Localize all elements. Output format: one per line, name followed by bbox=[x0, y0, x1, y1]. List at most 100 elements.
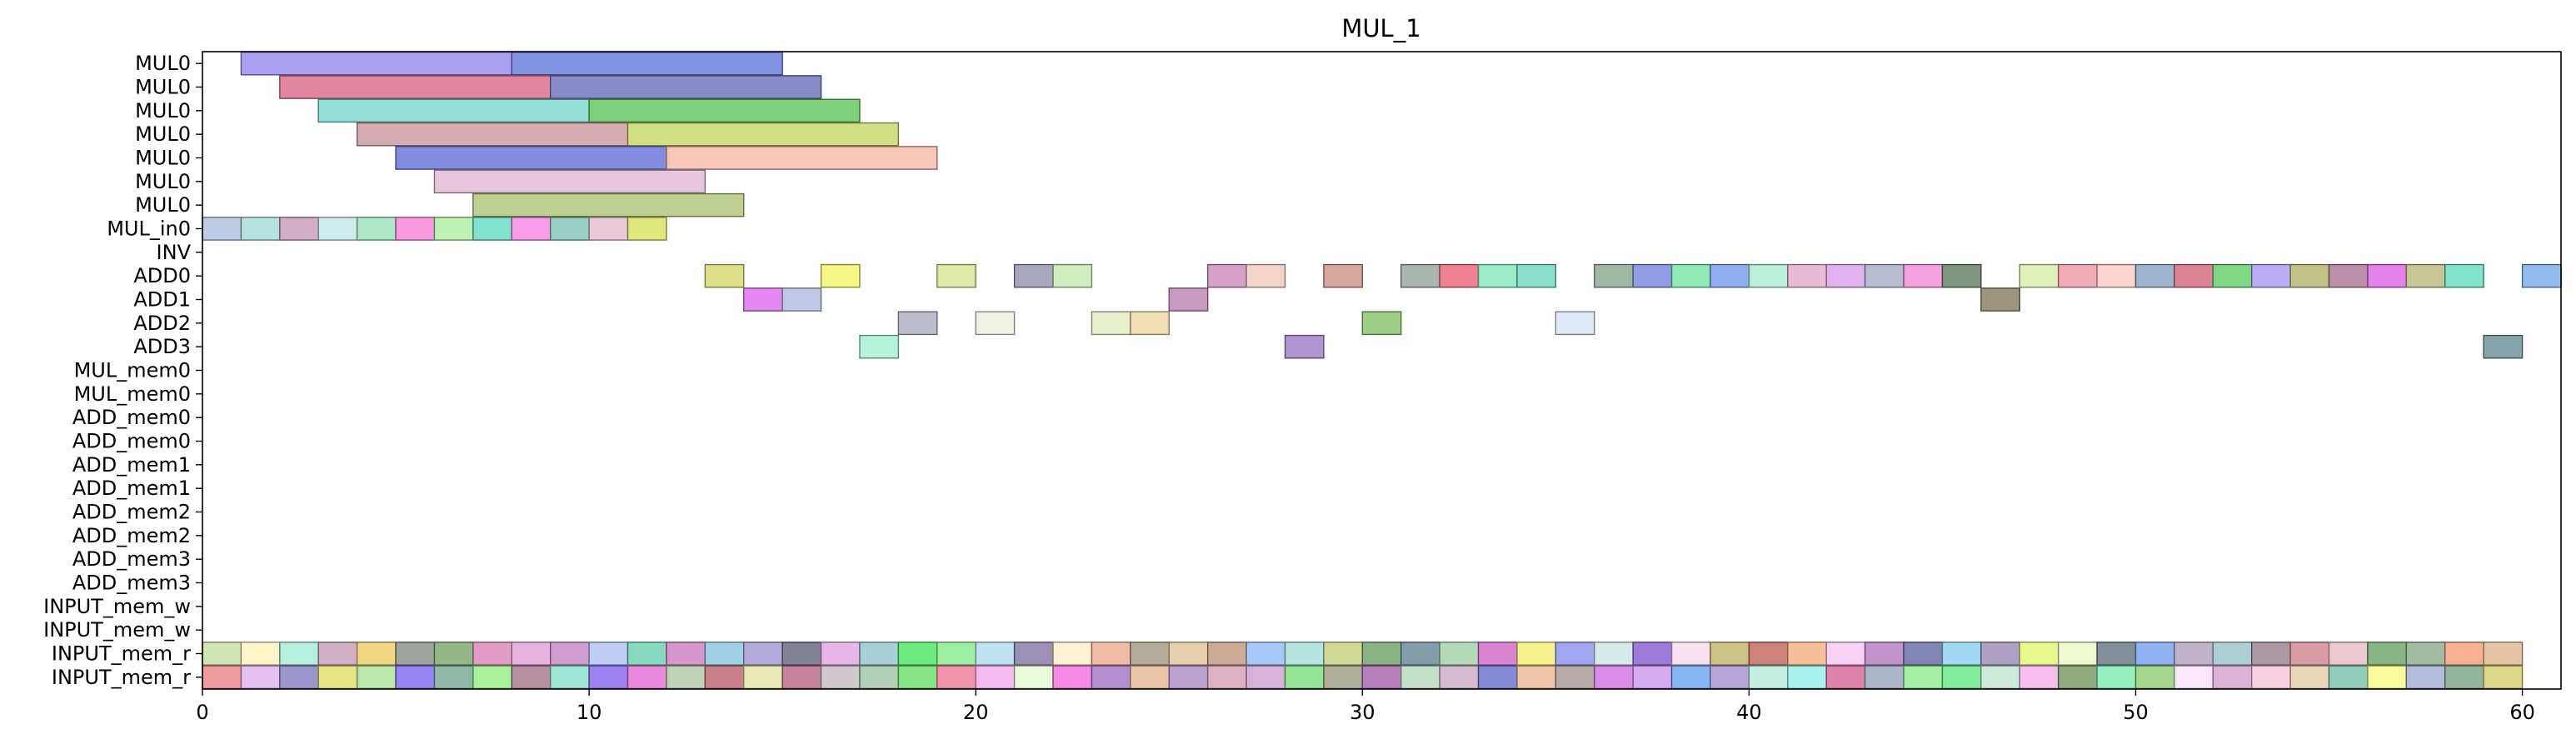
task-bar bbox=[1052, 665, 1093, 690]
task-bar bbox=[1864, 642, 1905, 666]
task-bar bbox=[1632, 642, 1673, 666]
task-bar bbox=[2096, 263, 2137, 288]
task-bar bbox=[1748, 642, 1789, 666]
task-bar bbox=[2251, 665, 2291, 690]
task-bar bbox=[1555, 642, 1595, 666]
task-bar bbox=[511, 665, 552, 690]
task-bar bbox=[936, 665, 976, 690]
y-tick-label: ADD_mem3 bbox=[72, 572, 191, 595]
task-bar bbox=[1284, 334, 1325, 359]
task-bar bbox=[1864, 263, 1905, 288]
task-bar bbox=[2289, 665, 2330, 690]
task-bar bbox=[2444, 665, 2484, 690]
task-bar bbox=[666, 146, 938, 170]
task-bar bbox=[2019, 263, 2059, 288]
task-bar bbox=[781, 665, 822, 690]
task-bar bbox=[433, 217, 474, 241]
task-bar bbox=[2483, 665, 2524, 690]
task-bar bbox=[1439, 263, 1480, 288]
y-tick-label: ADD2 bbox=[133, 312, 191, 335]
task-bar bbox=[627, 642, 667, 666]
y-tick-label: ADD_mem3 bbox=[72, 547, 191, 571]
task-bar bbox=[1748, 665, 1789, 690]
task-bar bbox=[1400, 263, 1440, 288]
task-bar bbox=[704, 263, 745, 288]
y-tick-label: ADD3 bbox=[133, 335, 191, 358]
y-tick-label: ADD_mem0 bbox=[72, 430, 191, 453]
task-bar bbox=[433, 642, 474, 666]
task-bar bbox=[2134, 665, 2175, 690]
task-bar bbox=[1787, 665, 1827, 690]
task-bar bbox=[1361, 311, 1402, 336]
task-bar bbox=[2328, 263, 2369, 288]
task-bar bbox=[1206, 263, 1247, 288]
task-bar bbox=[549, 665, 590, 690]
task-bar bbox=[2134, 263, 2175, 288]
task-bar bbox=[1516, 642, 1557, 666]
task-bar bbox=[588, 642, 629, 666]
task-bar bbox=[2289, 642, 2330, 666]
task-bars bbox=[202, 51, 2562, 690]
task-bar bbox=[433, 169, 706, 194]
task-bar bbox=[1825, 642, 1866, 666]
task-bar bbox=[743, 665, 783, 690]
task-bar bbox=[820, 665, 861, 690]
task-bar bbox=[1710, 263, 1750, 288]
task-bar bbox=[1670, 665, 1711, 690]
task-bar bbox=[1903, 642, 1944, 666]
task-bar bbox=[975, 311, 1016, 336]
y-tick-label: MUL0 bbox=[135, 122, 191, 146]
task-bar bbox=[1130, 642, 1170, 666]
task-bar bbox=[240, 51, 512, 76]
task-bar bbox=[2212, 665, 2253, 690]
y-tick-label: INPUT_mem_r bbox=[52, 642, 191, 666]
task-bar bbox=[2212, 263, 2253, 288]
x-axis: 0 10 20 30 40 50 60 bbox=[196, 689, 2535, 724]
task-bar bbox=[2057, 642, 2098, 666]
task-bar bbox=[395, 217, 436, 241]
task-bar bbox=[1477, 642, 1518, 666]
task-bar bbox=[240, 642, 281, 666]
x-tick-label: 0 bbox=[196, 701, 208, 724]
task-bar bbox=[588, 98, 861, 123]
task-bar bbox=[2251, 642, 2291, 666]
task-bar bbox=[1980, 287, 2020, 312]
task-bar bbox=[2328, 665, 2369, 690]
task-bar bbox=[820, 642, 861, 666]
task-bar bbox=[1710, 665, 1750, 690]
task-bar bbox=[1787, 263, 1827, 288]
task-bar bbox=[1091, 311, 1131, 336]
task-bar bbox=[588, 665, 629, 690]
task-bar bbox=[743, 287, 783, 312]
task-bar bbox=[1825, 665, 1866, 690]
y-tick-label: ADD_mem2 bbox=[72, 501, 191, 524]
task-bar bbox=[2251, 263, 2291, 288]
task-bar bbox=[897, 311, 938, 336]
task-bar bbox=[2367, 642, 2408, 666]
task-bar bbox=[704, 642, 745, 666]
x-tick-label: 20 bbox=[963, 701, 989, 724]
task-bar bbox=[1516, 263, 1557, 288]
task-bar bbox=[202, 217, 242, 241]
task-bar bbox=[1787, 642, 1827, 666]
task-bar bbox=[1594, 665, 1634, 690]
task-bar bbox=[2019, 665, 2059, 690]
task-bar bbox=[317, 98, 590, 123]
y-tick-label: INPUT_mem_r bbox=[52, 666, 191, 689]
task-bar bbox=[1439, 642, 1480, 666]
x-tick-label: 50 bbox=[2123, 701, 2149, 724]
task-bar bbox=[202, 665, 242, 690]
task-bar bbox=[1168, 665, 1209, 690]
task-bar bbox=[395, 642, 436, 666]
task-bar bbox=[1825, 263, 1866, 288]
task-bar bbox=[1013, 665, 1054, 690]
task-bar bbox=[975, 642, 1016, 666]
task-bar bbox=[1323, 263, 1363, 288]
y-tick-label: MUL_in0 bbox=[107, 217, 191, 241]
task-bar bbox=[356, 217, 397, 241]
task-bar bbox=[1980, 642, 2020, 666]
task-bar bbox=[2483, 334, 2524, 359]
task-bar bbox=[2096, 665, 2137, 690]
task-bar bbox=[1670, 263, 1711, 288]
task-bar bbox=[1206, 642, 1247, 666]
